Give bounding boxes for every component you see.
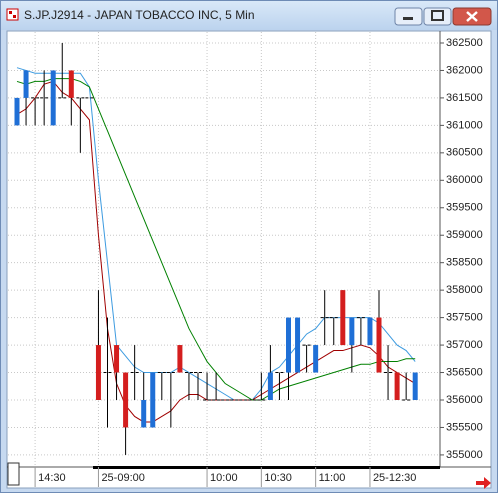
candle-body: [267, 372, 273, 400]
y-tick-label: 355000: [446, 449, 483, 461]
maximize-button[interactable]: [423, 7, 452, 26]
x-tick-label: 25-12:30: [373, 472, 416, 484]
y-tick-label: 356000: [446, 394, 483, 406]
candle-body: [295, 317, 301, 373]
candle-body: [394, 372, 400, 400]
x-tick-label: 10:00: [210, 472, 238, 484]
candle-body: [114, 345, 120, 373]
x-tick-label: 10:30: [264, 472, 292, 484]
candle-body: [141, 399, 147, 428]
minimize-button[interactable]: [394, 7, 423, 26]
y-tick-label: 362000: [446, 64, 483, 76]
y-tick-label: 359500: [446, 202, 483, 214]
candle-body: [23, 70, 29, 98]
candle-body: [68, 70, 74, 98]
moving-average-line: [16, 78, 416, 401]
y-tick-label: 361000: [446, 119, 483, 131]
x-tick-label: 25-09:00: [101, 472, 144, 484]
candle-body: [123, 372, 129, 428]
window-title: S.JP.J2914 - JAPAN TOBACCO INC, 5 Min: [24, 8, 255, 22]
candle-body: [14, 97, 20, 126]
y-tick-label: 357500: [446, 312, 483, 324]
x-tick-label: 11:00: [319, 472, 346, 484]
candle-body: [286, 317, 291, 373]
candle-body: [313, 345, 319, 373]
x-tick-label: 14:30: [38, 472, 66, 484]
y-tick-label: 360000: [446, 174, 483, 186]
y-tick-label: 358000: [446, 284, 483, 296]
scroll-bar[interactable]: [93, 466, 440, 469]
candle-body: [376, 317, 382, 373]
candle-body: [412, 372, 418, 400]
candle-body: [349, 317, 355, 346]
chart-area: [6, 30, 492, 489]
candle-body: [50, 70, 56, 126]
candle-body: [150, 372, 156, 428]
scroll-right-arrow[interactable]: [476, 477, 491, 489]
y-tick-label: 362500: [446, 37, 483, 49]
close-button[interactable]: [452, 7, 492, 26]
y-tick-label: 361500: [446, 92, 483, 104]
app-icon: [6, 8, 19, 21]
y-tick-label: 360500: [446, 147, 483, 159]
candle-body: [367, 317, 373, 346]
y-tick-label: 355500: [446, 421, 483, 433]
candle-body: [340, 290, 346, 346]
scroll-box[interactable]: [7, 462, 20, 486]
candle-body: [95, 345, 101, 400]
candle-body: [177, 345, 183, 373]
y-tick-label: 359000: [446, 229, 483, 241]
y-tick-label: 356500: [446, 366, 483, 378]
y-tick-label: 358500: [446, 257, 483, 269]
y-tick-label: 357000: [446, 339, 483, 351]
